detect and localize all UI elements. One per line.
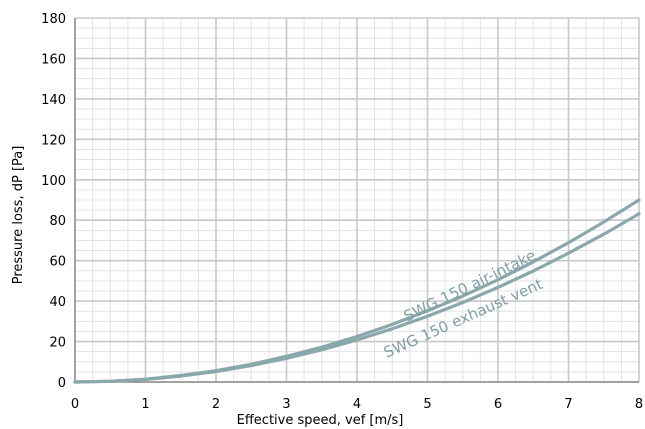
x-tick-label: 0 xyxy=(71,397,79,412)
y-tick-label: 140 xyxy=(41,93,66,108)
y-axis-title: Pressure loss, dP [Pa] xyxy=(11,146,26,285)
x-tick-label: 1 xyxy=(141,397,149,412)
x-axis-title: Effective speed, vef [m/s] xyxy=(237,413,404,428)
x-tick-label: 5 xyxy=(423,397,431,412)
series-lines xyxy=(73,198,641,384)
grid xyxy=(74,17,640,383)
y-tick-label: 80 xyxy=(49,214,66,229)
x-tick-label: 6 xyxy=(494,397,502,412)
y-tick-label: 180 xyxy=(41,12,66,27)
x-tick-label: 2 xyxy=(212,397,220,412)
x-tick-label: 8 xyxy=(635,397,643,412)
y-tick-label: 40 xyxy=(49,295,66,310)
axes xyxy=(74,18,639,383)
x-tick-label: 3 xyxy=(282,397,290,412)
series-line xyxy=(73,212,641,384)
y-tick-label: 100 xyxy=(41,174,66,189)
y-tick-label: 0 xyxy=(58,376,66,391)
x-tick-label: 7 xyxy=(564,397,572,412)
y-tick-label: 60 xyxy=(49,255,66,270)
y-tick-label: 160 xyxy=(41,52,66,67)
y-tick-label: 120 xyxy=(41,133,66,148)
x-tick-label: 4 xyxy=(353,397,361,412)
y-tick-label: 20 xyxy=(49,336,66,351)
